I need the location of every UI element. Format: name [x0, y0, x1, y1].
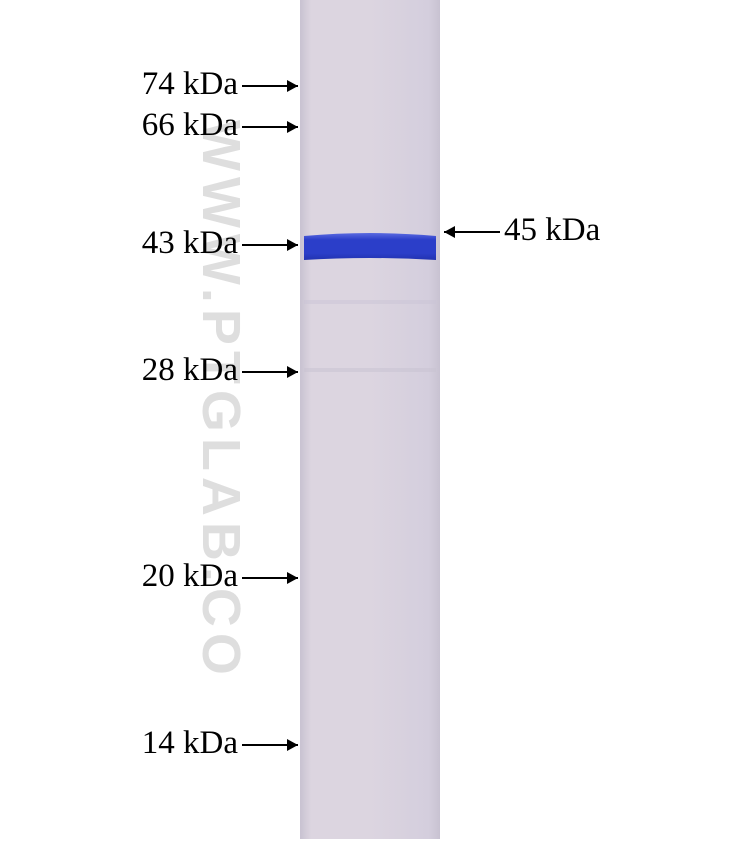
marker-arrow: [231, 565, 309, 591]
marker-label: 43 kDa: [142, 225, 238, 262]
watermark-text: WWW.PTGLAB.CO: [190, 120, 252, 681]
result-label: 45 kDa: [504, 212, 600, 249]
marker-label: 66 kDa: [142, 107, 238, 144]
marker-arrow: [231, 359, 309, 385]
marker-arrow: [231, 732, 309, 758]
marker-label: 28 kDa: [142, 352, 238, 389]
marker-label: 74 kDa: [142, 66, 238, 103]
marker-arrow: [231, 232, 309, 258]
marker-arrow: [231, 114, 309, 140]
gel-lane-background: [300, 0, 440, 839]
marker-label: 20 kDa: [142, 558, 238, 595]
marker-label: 14 kDa: [142, 725, 238, 762]
faint-band: [304, 368, 436, 372]
marker-arrow: [231, 73, 309, 99]
gel-lane: [300, 0, 440, 839]
faint-band: [304, 300, 436, 304]
protein-band: [304, 233, 436, 260]
